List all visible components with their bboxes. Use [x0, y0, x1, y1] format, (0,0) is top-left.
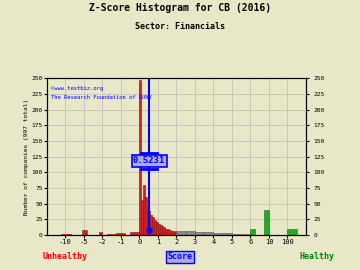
Text: 0.5231: 0.5231 [133, 157, 165, 166]
Text: Score: Score [167, 252, 193, 261]
Bar [163, 227, 165, 235]
Bar [241, 234, 251, 235]
Bar [158, 224, 160, 235]
Bar [213, 233, 223, 235]
Bar [130, 232, 139, 235]
Bar [152, 217, 154, 235]
Text: Unhealthy: Unhealthy [42, 252, 87, 261]
Bar [175, 232, 176, 235]
Bar [139, 80, 141, 235]
Bar [264, 210, 269, 235]
Bar [160, 225, 162, 235]
Text: The Research Foundation of SUNY: The Research Foundation of SUNY [51, 94, 152, 100]
Bar [232, 234, 241, 235]
Text: ©www.textbiz.org: ©www.textbiz.org [51, 86, 103, 91]
Bar [165, 229, 167, 235]
Bar [223, 233, 232, 235]
Text: Sector: Financials: Sector: Financials [135, 22, 225, 31]
Bar [162, 226, 163, 235]
Bar [141, 200, 143, 235]
Bar [169, 230, 171, 235]
Bar [143, 185, 145, 235]
Bar [99, 232, 102, 235]
Bar [154, 220, 156, 235]
Text: Z-Score Histogram for CB (2016): Z-Score Histogram for CB (2016) [89, 3, 271, 13]
Bar [156, 222, 158, 235]
Bar [82, 230, 87, 235]
Text: Healthy: Healthy [299, 252, 334, 261]
Bar [167, 229, 169, 235]
Bar [171, 231, 173, 235]
Y-axis label: Number of companies (997 total): Number of companies (997 total) [24, 99, 28, 215]
Bar [150, 215, 152, 235]
Bar [116, 233, 126, 235]
Bar [173, 231, 175, 235]
Bar [145, 197, 147, 235]
Bar [107, 234, 116, 235]
Bar [176, 231, 186, 235]
Bar [195, 232, 204, 235]
Bar [186, 231, 195, 235]
Bar [147, 207, 149, 235]
Bar [149, 211, 150, 235]
Bar [251, 229, 255, 235]
Bar [61, 234, 71, 235]
Bar [204, 232, 213, 235]
Bar [287, 229, 297, 235]
